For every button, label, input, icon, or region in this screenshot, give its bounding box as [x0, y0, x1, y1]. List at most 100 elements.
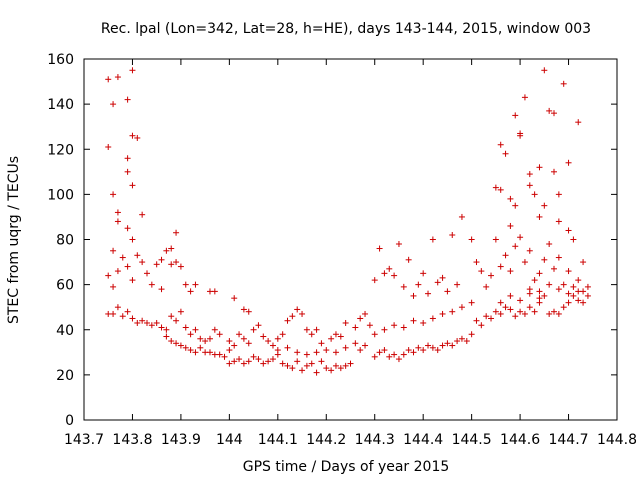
data-point: [473, 317, 480, 324]
data-point: [551, 308, 558, 315]
data-point: [114, 268, 121, 275]
y-tick-label: 60: [56, 278, 74, 294]
data-point: [206, 335, 213, 342]
data-point: [114, 218, 121, 225]
data-point: [143, 270, 150, 277]
data-point: [129, 315, 136, 322]
data-point: [497, 263, 504, 270]
data-point: [488, 272, 495, 279]
data-point: [521, 94, 528, 101]
data-point: [105, 76, 112, 83]
data-point: [187, 288, 194, 295]
data-point: [245, 358, 252, 365]
data-point: [560, 281, 567, 288]
data-point: [114, 209, 121, 216]
data-point: [173, 317, 180, 324]
data-point: [240, 360, 247, 367]
data-point: [555, 254, 562, 261]
data-point: [168, 245, 175, 252]
data-point: [129, 67, 136, 74]
data-point: [541, 202, 548, 209]
data-point: [405, 347, 412, 354]
data-point: [376, 349, 383, 356]
data-point: [337, 333, 344, 340]
data-point: [502, 304, 509, 311]
data-point: [584, 292, 591, 299]
data-point: [420, 270, 427, 277]
y-tick-label: 120: [47, 142, 74, 158]
data-point: [303, 326, 310, 333]
data-point: [410, 317, 417, 324]
data-point: [497, 186, 504, 193]
data-point: [148, 322, 155, 329]
data-point: [478, 322, 485, 329]
data-point: [352, 340, 359, 347]
data-point: [531, 277, 538, 284]
data-point: [492, 308, 499, 315]
data-point: [473, 259, 480, 266]
data-point: [560, 304, 567, 311]
data-point: [226, 347, 233, 354]
data-point: [483, 283, 490, 290]
data-point: [546, 310, 553, 317]
data-point: [526, 290, 533, 297]
data-point: [129, 236, 136, 243]
data-point: [168, 313, 175, 320]
data-point: [177, 263, 184, 270]
data-point: [260, 333, 267, 340]
data-point: [580, 259, 587, 266]
data-point: [439, 274, 446, 281]
data-point: [492, 236, 499, 243]
data-point: [517, 234, 524, 241]
data-point: [240, 335, 247, 342]
data-point: [439, 342, 446, 349]
data-point: [303, 362, 310, 369]
data-point: [114, 304, 121, 311]
data-point: [400, 351, 407, 358]
x-tick-label: 143.7: [64, 432, 104, 448]
data-point: [512, 202, 519, 209]
data-point: [168, 338, 175, 345]
data-point: [531, 308, 538, 315]
data-point: [536, 213, 543, 220]
data-point: [323, 365, 330, 372]
data-point: [468, 236, 475, 243]
data-point: [454, 338, 461, 345]
data-point: [289, 365, 296, 372]
data-point: [187, 347, 194, 354]
data-point: [502, 150, 509, 157]
data-point: [551, 110, 558, 117]
data-point: [294, 306, 301, 313]
data-point: [429, 344, 436, 351]
data-point: [584, 283, 591, 290]
data-point: [458, 213, 465, 220]
data-point: [332, 349, 339, 356]
data-point: [192, 349, 199, 356]
data-point: [313, 326, 320, 333]
data-point: [512, 313, 519, 320]
data-point: [158, 256, 165, 263]
data-point: [182, 281, 189, 288]
data-point: [551, 265, 558, 272]
data-point: [124, 225, 131, 232]
data-point: [468, 299, 475, 306]
data-point: [507, 222, 514, 229]
y-tick-label: 40: [56, 323, 74, 339]
data-point: [352, 324, 359, 331]
data-point: [105, 143, 112, 150]
data-point: [158, 286, 165, 293]
data-point: [284, 362, 291, 369]
data-point: [376, 245, 383, 252]
data-point: [497, 141, 504, 148]
data-point: [211, 326, 218, 333]
data-point: [449, 342, 456, 349]
data-point: [536, 164, 543, 171]
data-point: [517, 297, 524, 304]
data-point: [211, 288, 218, 295]
data-point: [129, 132, 136, 139]
data-point: [245, 308, 252, 315]
data-point: [526, 304, 533, 311]
data-point: [565, 268, 572, 275]
